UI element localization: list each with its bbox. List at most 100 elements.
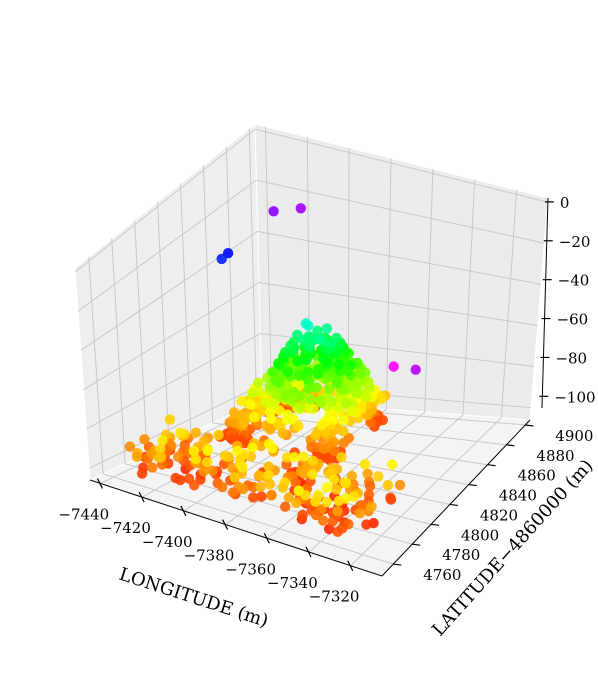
x-tick-mark [138,491,145,503]
y-tick-label: 4780 [442,546,480,564]
scatter-point [338,426,349,437]
scatter-point [327,516,338,527]
scatter-point [263,470,274,481]
scatter-point [188,445,200,457]
scatter-point [291,497,302,509]
scatter-point [312,325,323,336]
scatter-point [314,334,325,345]
x-tick-mark [305,546,312,558]
y-tick-label: 4820 [480,506,518,524]
scatter-point [394,479,406,491]
scatter-point [382,480,394,491]
scatter-point [281,414,293,425]
scatter-point [189,480,200,491]
scatter-point [267,366,279,377]
scatter-point [202,456,213,468]
scatter-point [346,470,358,482]
z-tick-label: −20 [559,233,591,251]
y-tick-label: 4900 [555,427,593,445]
scatter-point [156,452,167,463]
scatter-point [316,397,327,408]
y-tick-mark [525,424,534,427]
scatter-point [308,403,319,414]
scatter-point [340,477,352,489]
scatter-point [317,515,329,526]
scatter-point [232,445,243,457]
scatter-point [264,424,276,435]
scatter-points [124,203,421,537]
axis-ticks: −7440−7420−7400−7380−7360−7340−7320 4760 4… [58,194,595,606]
scatter-point [328,474,340,485]
scatter-point [131,451,143,462]
y-tick-label: 4760 [423,566,461,584]
scatter-point [217,481,228,493]
y-tick-label: 4880 [536,447,574,465]
scatter-point [331,484,342,495]
z-tick-label: −60 [557,311,589,329]
y-tick-mark [393,563,402,566]
y-tick-mark [449,503,458,507]
scatter-point [216,253,227,265]
scatter-point [295,203,306,214]
z-tick-label: −40 [558,272,590,290]
y-tick-label: 4840 [499,487,537,505]
scatter-point [303,320,314,331]
x-tick-label: −7440 [58,505,109,523]
scatter-point [283,492,295,503]
scatter-point [155,444,166,455]
x-tick-label: −7320 [309,588,360,606]
scatter-point [321,323,333,334]
scatter-point [320,373,332,385]
scatter-point [264,479,276,490]
y-tick-label: 4860 [518,467,556,485]
scatter-point [304,341,315,352]
scatter-point [307,469,318,480]
scatter-point [272,419,284,430]
y-tick-mark [487,464,496,467]
z-tick-label: 0 [560,194,570,212]
scatter-point [266,413,277,424]
scatter-point [202,445,213,456]
scatter-point [292,356,303,367]
scatter-point [361,519,372,530]
scatter-point [237,483,249,495]
scatter-point [300,353,311,365]
scatter-point [236,396,247,407]
scatter-point [321,496,332,508]
scatter-point [213,429,224,441]
x-tick-mark [180,505,187,517]
x-tick-label: −7380 [184,547,235,565]
scatter-point [341,397,352,409]
scatter-point [274,405,285,416]
scatter-point [290,477,301,488]
scatter-point [252,377,264,389]
scatter-point [346,405,357,417]
scatter-point [219,450,231,461]
scatter-point [354,508,365,519]
scatter-point [137,468,148,479]
scatter-point [124,441,136,452]
x-tick-mark [96,478,103,489]
scatter-point [198,466,209,477]
scatter-point [348,491,360,502]
scatter-point [207,465,218,476]
scatter-point [175,427,186,439]
scatter-point [266,490,277,501]
x-axis-line [89,479,383,577]
scatter-point [164,414,176,425]
scatter-point [229,472,240,483]
scatter-point [274,377,285,388]
scatter-point [139,434,150,445]
scatter-point [190,453,201,465]
y-axis-line [381,419,531,577]
scatter-point [247,442,258,453]
scatter-point [311,382,322,393]
scatter-point [336,452,347,463]
y-tick-mark [468,483,477,487]
scatter-point [277,427,288,439]
scatter-point [366,501,377,512]
scatter-point [359,459,371,470]
scatter-point [248,411,260,423]
y-tick-label: 4800 [461,526,499,544]
